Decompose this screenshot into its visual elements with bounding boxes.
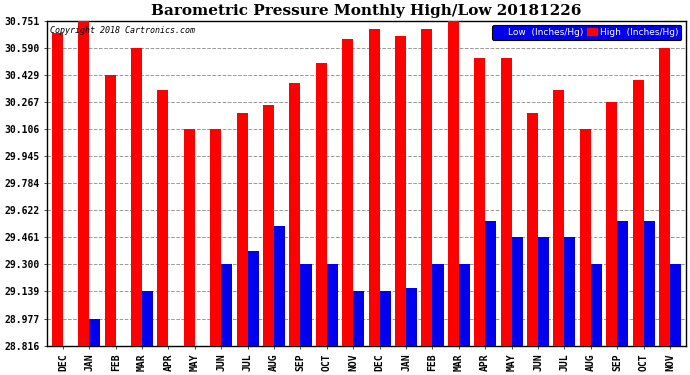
Bar — [422, 29, 433, 346]
Legend: Low  (Inches/Hg), High  (Inches/Hg): Low (Inches/Hg), High (Inches/Hg) — [492, 25, 681, 40]
Bar — [670, 264, 681, 346]
Bar — [406, 288, 417, 346]
Bar — [474, 58, 485, 346]
Bar — [591, 264, 602, 346]
Bar — [89, 318, 100, 346]
Bar — [580, 129, 591, 346]
Bar — [289, 83, 300, 346]
Bar — [221, 264, 233, 346]
Text: Copyright 2018 Cartronics.com: Copyright 2018 Cartronics.com — [50, 26, 195, 34]
Bar — [448, 21, 459, 346]
Bar — [274, 226, 285, 346]
Bar — [368, 29, 380, 346]
Bar — [511, 237, 523, 346]
Bar — [237, 113, 248, 346]
Bar — [553, 90, 564, 346]
Bar — [131, 48, 142, 346]
Bar — [459, 264, 470, 346]
Bar — [78, 21, 89, 346]
Bar — [395, 36, 406, 346]
Bar — [157, 90, 168, 346]
Title: Barometric Pressure Monthly High/Low 20181226: Barometric Pressure Monthly High/Low 201… — [151, 4, 582, 18]
Bar — [327, 264, 338, 346]
Bar — [300, 264, 312, 346]
Bar — [142, 291, 153, 346]
Bar — [433, 264, 444, 346]
Bar — [606, 102, 617, 346]
Bar — [184, 129, 195, 346]
Bar — [659, 48, 670, 346]
Bar — [316, 63, 327, 346]
Bar — [527, 113, 538, 346]
Bar — [617, 220, 629, 346]
Bar — [633, 80, 644, 346]
Bar — [210, 129, 221, 346]
Bar — [248, 251, 259, 346]
Bar — [342, 39, 353, 346]
Bar — [644, 220, 655, 346]
Bar — [353, 291, 364, 346]
Bar — [380, 291, 391, 346]
Bar — [52, 33, 63, 346]
Bar — [500, 58, 511, 346]
Bar — [538, 237, 549, 346]
Bar — [105, 75, 116, 346]
Bar — [564, 237, 575, 346]
Bar — [263, 105, 274, 346]
Bar — [485, 220, 496, 346]
